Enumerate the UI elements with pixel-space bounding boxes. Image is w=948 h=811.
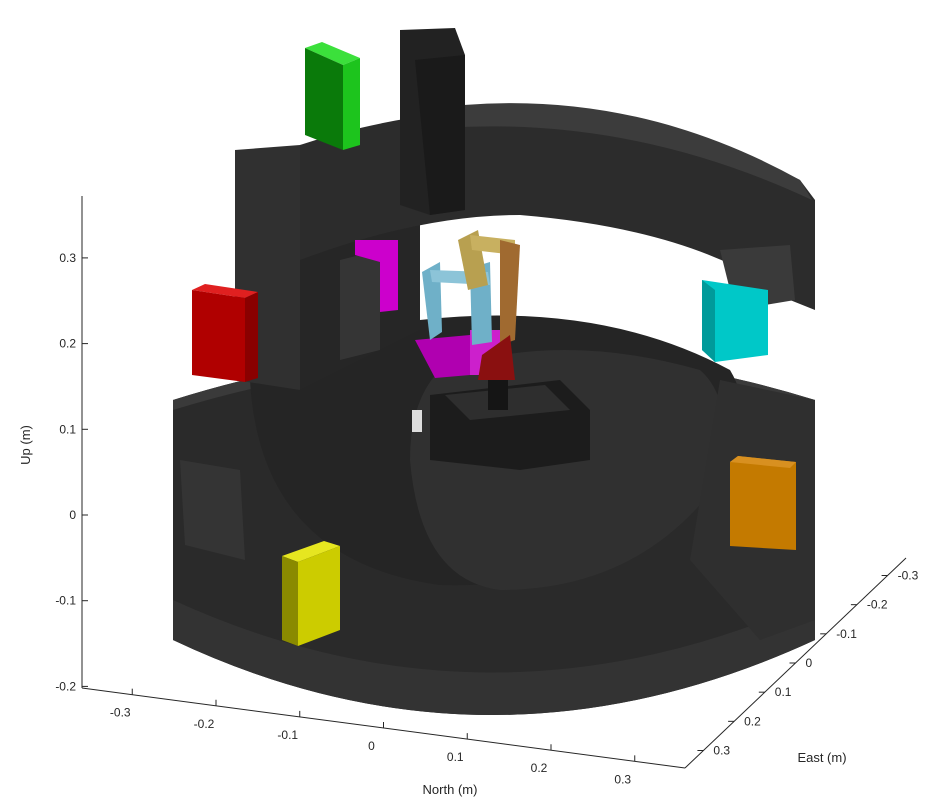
up-tick-label: 0.1 bbox=[59, 422, 76, 436]
north-axis-label: North (m) bbox=[423, 782, 478, 797]
up-tick-label: 0.2 bbox=[59, 337, 76, 351]
robot-base-red bbox=[478, 335, 515, 380]
east-tick-label: 0.2 bbox=[744, 714, 761, 728]
white-marker bbox=[412, 410, 422, 432]
robot-arm bbox=[422, 230, 520, 410]
scene bbox=[173, 28, 815, 715]
up-tick-label: 0 bbox=[69, 508, 76, 522]
north-tick-label: 0 bbox=[368, 739, 375, 753]
up-tick-label: 0.3 bbox=[59, 251, 76, 265]
black-post-face bbox=[415, 55, 465, 215]
east-axis-label: East (m) bbox=[797, 750, 846, 765]
east-tick-label: -0.3 bbox=[898, 569, 919, 583]
east-tick-label: -0.1 bbox=[836, 627, 857, 641]
north-tick-label: -0.2 bbox=[194, 717, 215, 731]
north-tick-label: -0.1 bbox=[277, 728, 298, 742]
robot-arm-bronze bbox=[500, 240, 520, 345]
up-tick-label: -0.1 bbox=[55, 594, 76, 608]
north-tick-label: 0.1 bbox=[447, 750, 464, 764]
east-tick-label: 0.3 bbox=[713, 744, 730, 758]
north-tick-label: 0.3 bbox=[614, 772, 631, 786]
left-step bbox=[340, 250, 380, 360]
east-tick-label: 0.1 bbox=[775, 685, 792, 699]
north-tick-label: 0.2 bbox=[531, 761, 548, 775]
north-tick-label: -0.3 bbox=[110, 706, 131, 720]
base-rim bbox=[173, 600, 815, 715]
up-tick-label: -0.2 bbox=[55, 679, 76, 693]
east-tick-label: 0 bbox=[806, 656, 813, 670]
north-axis-ticks: -0.3 -0.2 -0.1 0 0.1 0.2 0.3 bbox=[110, 688, 636, 786]
left-step-lower bbox=[180, 460, 245, 560]
robot-stem bbox=[488, 380, 508, 410]
up-axis-label: Up (m) bbox=[18, 425, 33, 465]
orange-block bbox=[730, 456, 796, 550]
east-tick-label: -0.2 bbox=[867, 598, 888, 612]
east-axis-ticks: -0.3 -0.2 -0.1 0 0.1 0.2 0.3 bbox=[697, 569, 919, 758]
yellow-block bbox=[282, 541, 340, 646]
green-block bbox=[305, 42, 360, 150]
red-block bbox=[192, 284, 258, 382]
cyan-block bbox=[702, 280, 768, 362]
up-axis-ticks: -0.2 -0.1 0 0.1 0.2 0.3 bbox=[55, 251, 88, 693]
